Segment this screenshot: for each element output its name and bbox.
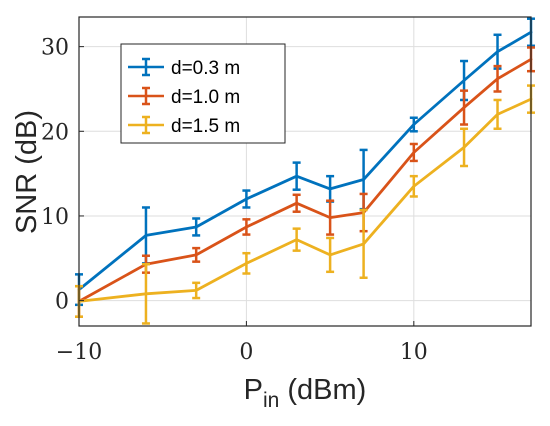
series-2-line: [77, 57, 533, 303]
x-tick-label-1: −10: [56, 340, 102, 365]
series-1-line: [77, 30, 533, 292]
legend-label-3: d=1.5 m: [171, 116, 240, 137]
x-tick-label-3: 10: [400, 340, 428, 365]
series-3: [75, 84, 535, 325]
y-tick-label-2: 10: [41, 205, 69, 230]
y-axis-label: SNR (dB): [11, 110, 43, 234]
axis-ticks: −10 0 10 0 10 20 30: [41, 36, 428, 365]
legend-label-1: d=0.3 m: [171, 58, 240, 79]
series-3-line: [77, 97, 533, 303]
y-tick-label-4: 30: [41, 36, 69, 61]
x-axis-label: Pin (dBm): [244, 374, 367, 412]
x-tick-label-2: 0: [239, 340, 253, 365]
axes-box: [78, 16, 532, 327]
y-tick-label-3: 20: [41, 120, 69, 145]
y-tick-label-1: 0: [55, 290, 69, 315]
legend-box: [120, 43, 286, 144]
legend-item-2: d=1.0 m: [128, 86, 240, 108]
legend-label-2: d=1.0 m: [171, 87, 240, 108]
x-axis-label-main: P: [244, 374, 263, 406]
legend-item-3: d=1.5 m: [128, 115, 240, 137]
legend: d=0.3 m d=1.0 m d=1.5 m: [120, 43, 286, 144]
x-axis-label-subscript: in: [263, 389, 279, 412]
legend-item-1: d=0.3 m: [128, 57, 240, 79]
x-axis-label-unit: (dBm): [279, 374, 366, 406]
